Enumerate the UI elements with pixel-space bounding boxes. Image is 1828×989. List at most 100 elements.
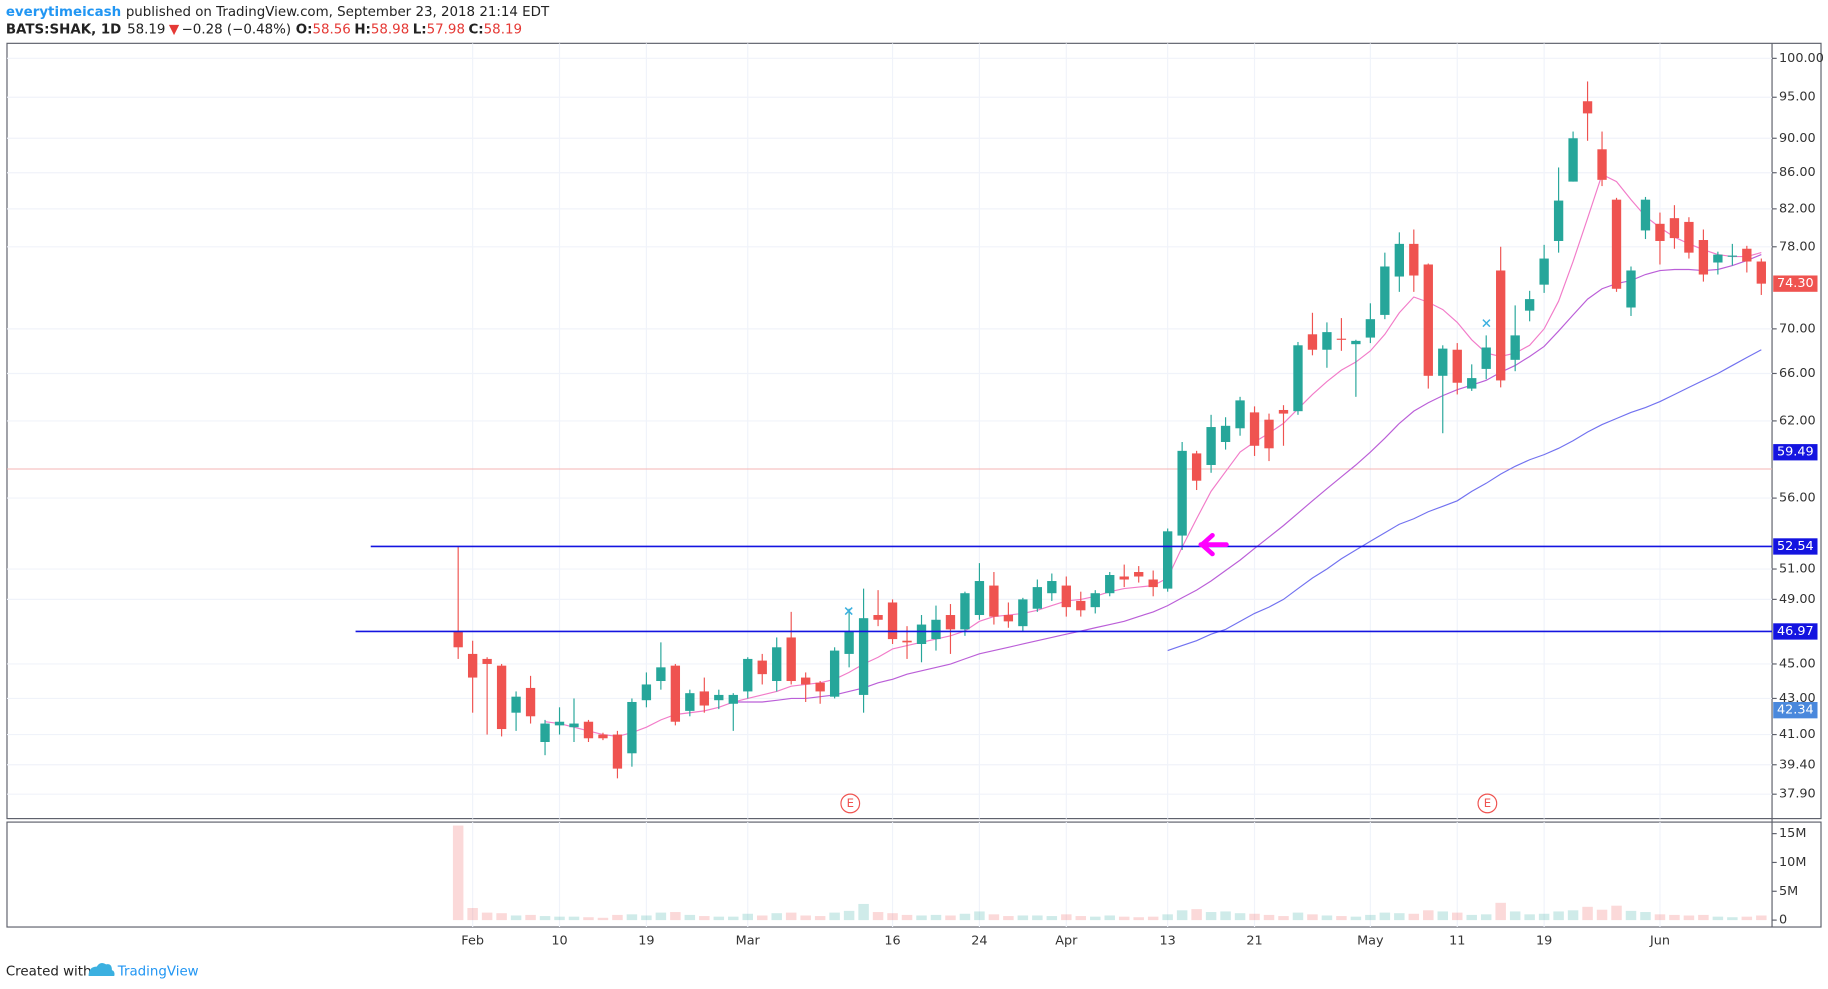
- candle-body: [1582, 101, 1593, 114]
- candle-body: [1510, 335, 1520, 360]
- volume-bar: [496, 913, 507, 921]
- volume-tick-label: 15M: [1779, 826, 1806, 841]
- volume-bar: [829, 912, 840, 921]
- y-tick-label: 100.00: [1779, 51, 1824, 66]
- candle-body: [1626, 270, 1636, 308]
- price-label-box: [1773, 538, 1818, 555]
- volume-bar: [1640, 912, 1651, 921]
- volume-bar: [583, 917, 594, 921]
- volume-bar: [930, 914, 942, 921]
- volume-bar: [1596, 909, 1608, 921]
- volume-bar: [1307, 914, 1318, 921]
- volume-bar: [1162, 914, 1173, 921]
- candle-body: [772, 647, 782, 682]
- volume-bar: [1727, 917, 1738, 921]
- candle-body: [887, 602, 898, 640]
- candle-body: [1047, 581, 1057, 594]
- candle-body: [1162, 531, 1173, 589]
- x-tick-label: 19: [1536, 934, 1552, 949]
- volume-bar: [1350, 916, 1362, 921]
- volume-bar: [785, 912, 797, 921]
- volume-bar: [1365, 914, 1376, 921]
- volume-bar: [626, 914, 638, 921]
- volume-bar: [1538, 913, 1550, 921]
- x-tick-label: 19: [638, 934, 654, 949]
- candle-body: [1076, 600, 1086, 611]
- candle-body: [1467, 378, 1477, 389]
- candle-body: [858, 618, 869, 695]
- candle-body: [1452, 349, 1462, 383]
- low: 57.98: [427, 22, 465, 37]
- candle-body: [1090, 593, 1100, 608]
- candle-body: [641, 684, 652, 701]
- volume-bar: [1698, 914, 1709, 921]
- volume-bar: [1394, 913, 1405, 921]
- candle-body: [1438, 348, 1448, 376]
- change: −0.28 (−0.48%): [182, 22, 292, 37]
- candle-body: [525, 687, 536, 717]
- volume-bar: [1263, 914, 1275, 921]
- candle-body: [916, 624, 927, 645]
- x-tick-label: Apr: [1055, 934, 1078, 949]
- volume-bar: [974, 911, 985, 921]
- footer-created: Created with: [6, 964, 92, 979]
- brand-logo: [88, 963, 115, 976]
- arrow-annotation: [1198, 532, 1229, 557]
- volume-bar: [988, 914, 1000, 921]
- candle-body: [960, 593, 970, 630]
- candle-body: [801, 677, 811, 685]
- volume-bar: [1032, 915, 1043, 921]
- volume-bar: [1495, 902, 1506, 921]
- y-tick-label: 37.90: [1779, 787, 1816, 802]
- volume-tick-label: 0: [1779, 913, 1787, 928]
- volume-bar: [1466, 914, 1477, 921]
- y-tick-label: 90.00: [1779, 131, 1816, 146]
- volume-bar: [452, 825, 464, 921]
- volume-bar: [1654, 914, 1666, 921]
- candle-body: [945, 615, 956, 630]
- volume-bar: [1408, 913, 1420, 921]
- candle-body: [1307, 334, 1318, 350]
- last: 58.19: [127, 22, 165, 37]
- volume-bar: [684, 914, 696, 921]
- volume-bar: [858, 903, 869, 921]
- candle-body: [1655, 223, 1665, 241]
- volume-bar: [1524, 914, 1535, 921]
- candle-body: [1553, 200, 1564, 241]
- volume-bar: [1379, 912, 1391, 921]
- x-tick-label: 11: [1449, 934, 1465, 949]
- volume-bar: [539, 916, 551, 921]
- volume-bar: [1118, 916, 1130, 921]
- volume-bar: [1278, 916, 1289, 921]
- y-tick-label: 62.00: [1779, 413, 1816, 428]
- volume-bar: [1480, 914, 1492, 921]
- price-label: 59.49: [1777, 445, 1814, 460]
- candle-body: [554, 721, 565, 726]
- volume-bar: [1220, 911, 1231, 921]
- marker-x: [1482, 319, 1491, 328]
- volume-bar: [901, 914, 913, 921]
- volume-bar: [1090, 916, 1101, 921]
- volume-bar: [1452, 912, 1463, 921]
- volume-bar: [1191, 909, 1202, 921]
- candle-body: [974, 581, 985, 616]
- candle-body: [1727, 255, 1738, 257]
- x-tick-label: Feb: [461, 934, 484, 949]
- volume-bar: [1509, 911, 1521, 921]
- candle-body: [540, 723, 550, 743]
- earnings-label: E: [1484, 796, 1491, 810]
- x-tick-label: Jun: [1649, 934, 1670, 949]
- volume-bar: [1292, 912, 1304, 921]
- y-tick-label: 82.00: [1779, 201, 1816, 216]
- volume-bar: [597, 917, 609, 921]
- header-line-2: BATS:SHAK, 1D 58.19 ▼ −0.28 (−0.48%) O:58.56…: [6, 22, 522, 37]
- high: 58.98: [371, 22, 409, 37]
- candle-body: [1032, 587, 1043, 609]
- price-label: 46.97: [1777, 624, 1814, 639]
- price-label: 42.34: [1777, 703, 1814, 718]
- volume-bar: [1003, 916, 1014, 921]
- volume-bar: [742, 913, 754, 921]
- y-tick-label: 78.00: [1779, 239, 1816, 254]
- candle-body: [496, 665, 507, 730]
